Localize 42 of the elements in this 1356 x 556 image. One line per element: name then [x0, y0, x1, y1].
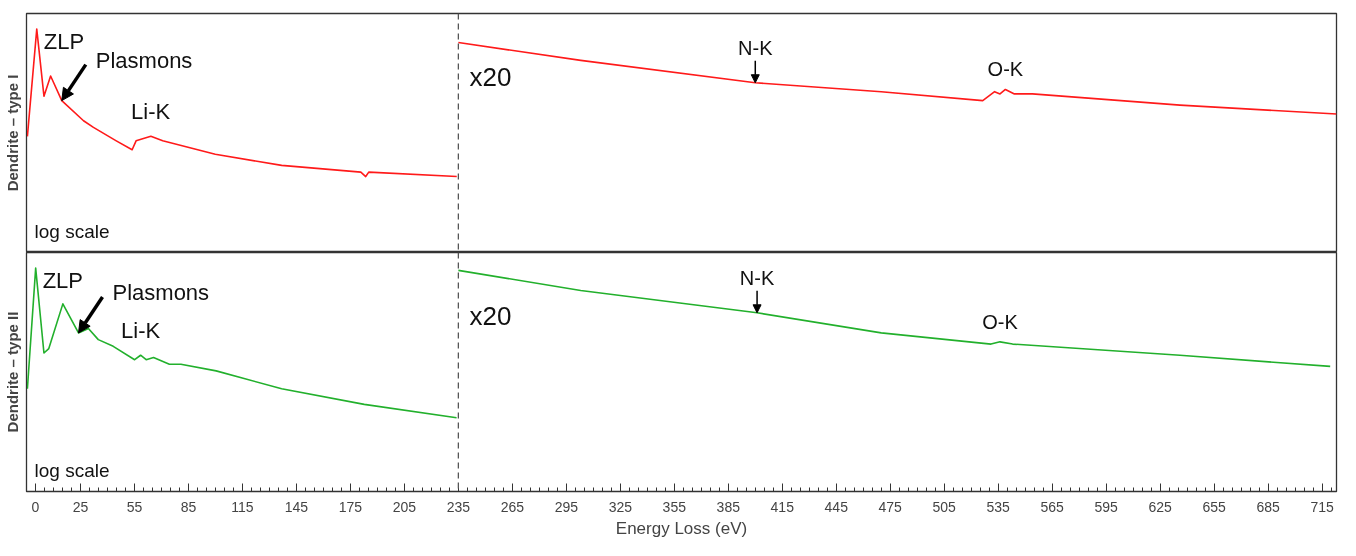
x-tick-label: 55 [126, 498, 143, 515]
y-axis-title: Dendrite – type II [3, 311, 21, 433]
x-tick-label: 595 [1094, 498, 1119, 515]
x-tick-label: 115 [231, 498, 254, 515]
x-tick-label: 0 [31, 498, 40, 515]
annotation: N-K [738, 36, 774, 59]
x-tick-label: 445 [824, 498, 849, 515]
annotation: Plasmons [95, 48, 193, 74]
x-tick-label: 25 [72, 498, 89, 515]
x-tick-label: 85 [180, 498, 197, 515]
x-tick-label: 565 [1040, 498, 1065, 515]
x-tick-label: 295 [554, 498, 579, 515]
x-axis-title: Energy Loss (eV) [615, 518, 748, 538]
annotation: Plasmons [112, 280, 210, 306]
x-tick-label: 175 [338, 498, 363, 515]
x-tick-label: 715 [1310, 498, 1334, 515]
annotation: x20 [469, 61, 512, 92]
x-tick-label: 205 [392, 498, 417, 515]
x-tick-label: 625 [1148, 498, 1173, 515]
x-tick-label: 535 [986, 498, 1011, 515]
annotation: O-K [982, 310, 1019, 333]
annotation: log scale [34, 220, 110, 242]
x-tick-label: 505 [932, 498, 957, 515]
annotation: O-K [987, 58, 1024, 81]
annotation: log scale [34, 459, 110, 481]
x-tick-label: 145 [284, 498, 309, 515]
x-tick-label: 385 [716, 498, 741, 515]
x-tick-label: 655 [1202, 498, 1227, 515]
x-tick-label: 355 [662, 498, 687, 515]
annotation: N-K [739, 266, 775, 289]
x-tick-label: 475 [878, 498, 903, 515]
x-tick-label: 685 [1256, 498, 1281, 515]
x-tick-label: 415 [770, 498, 795, 515]
annotation: Li-K [121, 318, 161, 344]
annotation: Li-K [131, 99, 171, 125]
y-axis-title: Dendrite – type I [3, 74, 21, 192]
x-tick-label: 325 [608, 498, 633, 515]
x-tick-label: 235 [446, 498, 471, 515]
annotation: ZLP [43, 29, 85, 55]
x-tick-label: 265 [500, 498, 525, 515]
annotation: x20 [469, 300, 512, 331]
annotation: ZLP [42, 268, 84, 294]
